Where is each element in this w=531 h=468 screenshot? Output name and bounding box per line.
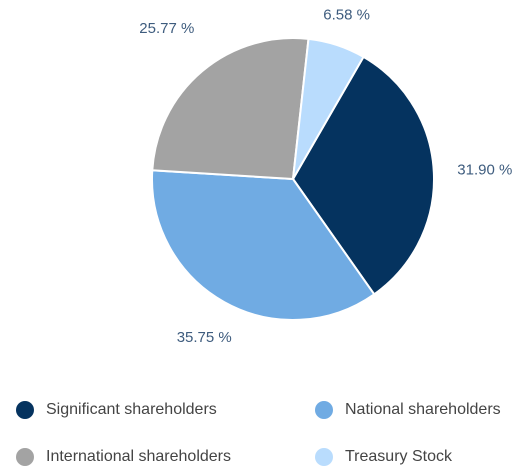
- pie-slice: [151, 169, 376, 321]
- legend-label: Treasury Stock: [345, 448, 453, 465]
- pie-slice: [291, 55, 435, 296]
- legend-swatch: [315, 448, 333, 466]
- legend-swatch: [315, 401, 333, 419]
- legend-label: National shareholders: [345, 401, 501, 418]
- legend-label: Significant shareholders: [46, 401, 217, 418]
- legend-swatch: [16, 401, 34, 419]
- value-label: 35.75 %: [177, 329, 232, 346]
- pie-slice: [151, 37, 310, 181]
- value-label: 31.90 %: [457, 161, 512, 178]
- value-label: 6.58 %: [323, 7, 370, 24]
- legend-label: International shareholders: [46, 448, 231, 465]
- legend-swatch: [16, 448, 34, 466]
- pie-slice: [292, 37, 365, 180]
- value-label: 25.77 %: [139, 20, 194, 37]
